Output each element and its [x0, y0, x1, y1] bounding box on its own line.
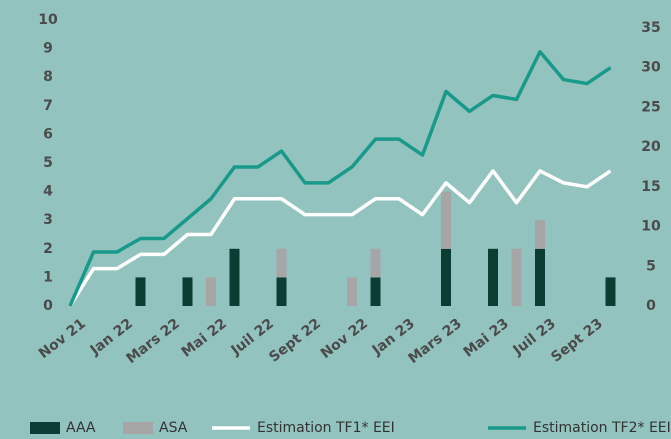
bar [370, 277, 381, 306]
y-tick-label: 4 [43, 184, 53, 200]
legend-label: Estimation TF1* EEI [257, 420, 395, 436]
bar [276, 277, 287, 306]
legend-label: ASA [159, 420, 188, 436]
line [68, 50, 612, 307]
legend-label: AAA [66, 420, 96, 436]
y-tick-label: 6 [43, 126, 53, 142]
bar [488, 248, 498, 306]
bar [182, 277, 193, 306]
bar [347, 277, 357, 306]
legend-swatch [123, 422, 153, 434]
y2-tick-label: 20 [641, 139, 661, 155]
y-tick-label: 2 [43, 241, 53, 257]
y-tick-label: 5 [43, 155, 53, 171]
y-tick-label: 1 [43, 269, 53, 285]
bar [135, 277, 146, 306]
bar [370, 248, 381, 278]
y2-tick-label: 0 [646, 298, 656, 314]
legend-label: Estimation TF2* EEI [533, 420, 671, 436]
bar [206, 277, 216, 306]
y-tick-label: 9 [43, 41, 53, 57]
bar [535, 248, 545, 306]
y2-tick-label: 25 [641, 99, 660, 115]
legend-swatch [30, 422, 60, 434]
y2-tick-label: 10 [641, 219, 661, 235]
bar [276, 248, 287, 278]
bar [535, 220, 545, 249]
y-tick-label: 8 [43, 69, 53, 85]
bar [605, 277, 616, 306]
bar [441, 248, 451, 306]
bar [441, 191, 451, 249]
y-tick-label: 0 [43, 298, 53, 314]
line [68, 169, 612, 307]
y-tick-label: 10 [38, 12, 58, 28]
bar [229, 248, 240, 306]
bar [511, 248, 522, 306]
y2-tick-label: 5 [646, 258, 656, 274]
y2-tick-label: 15 [641, 179, 660, 195]
y-tick-label: 3 [43, 212, 53, 228]
y2-tick-label: 30 [641, 60, 661, 76]
y2-tick-label: 35 [641, 20, 660, 36]
y-tick-label: 7 [43, 98, 53, 114]
